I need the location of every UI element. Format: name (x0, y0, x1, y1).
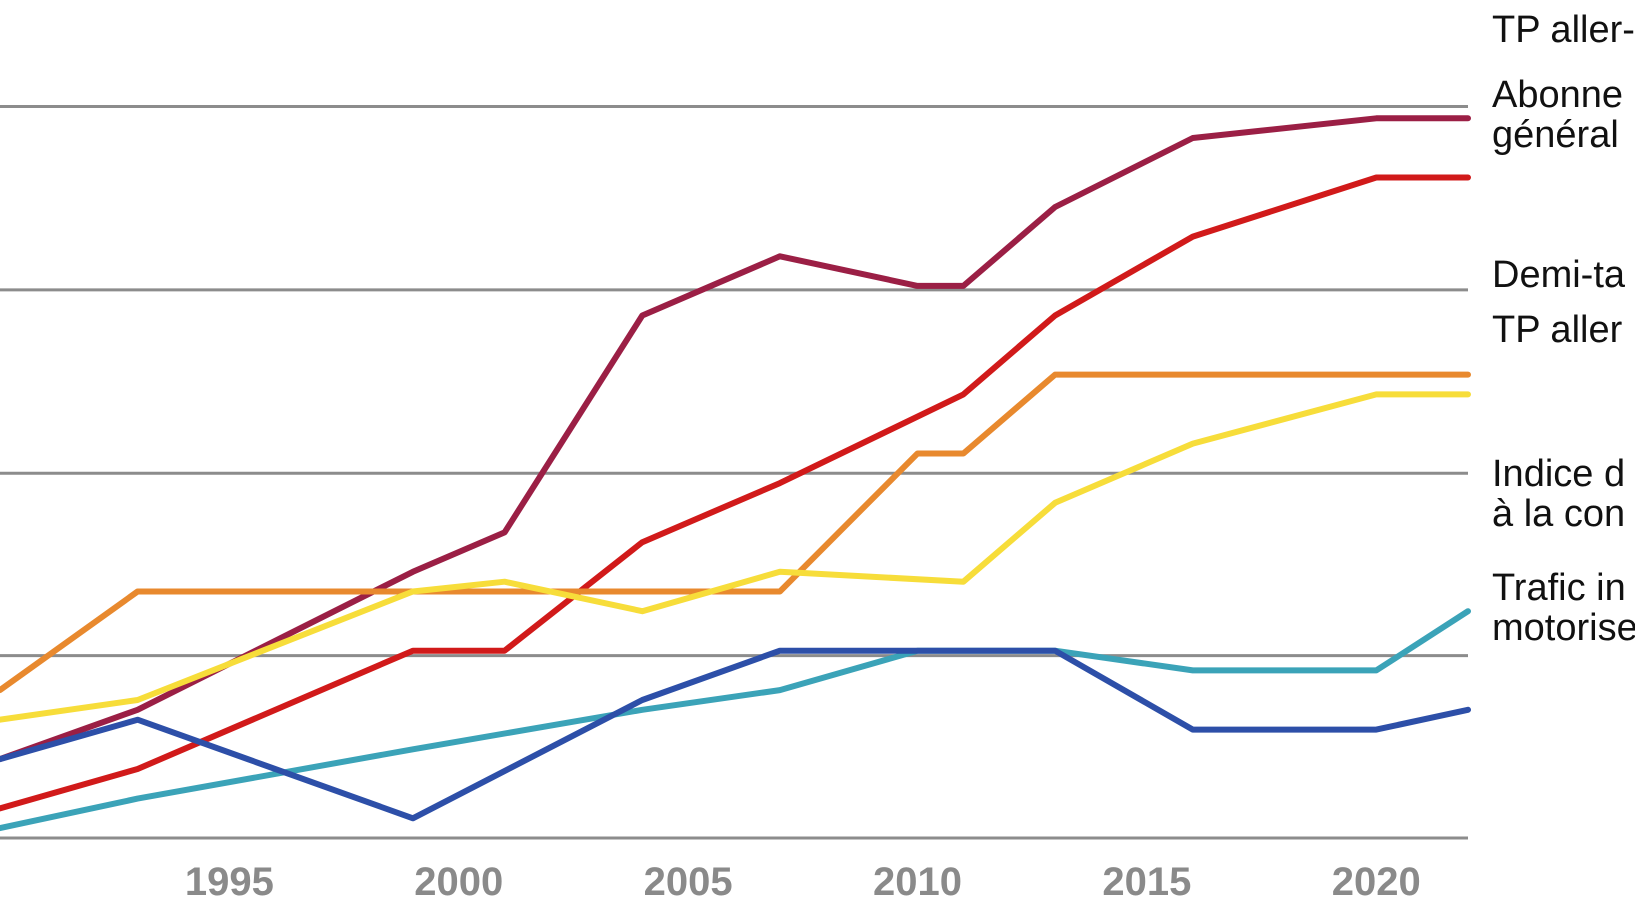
series-line-3 (0, 391, 1471, 723)
x-tick-label-2015: 2015 (1102, 860, 1191, 904)
x-tick-label-1995: 1995 (185, 860, 274, 904)
x-tick-label-2005: 2005 (644, 860, 733, 904)
series-line-2 (0, 371, 1471, 694)
x-tick-label-2020: 2020 (1332, 860, 1421, 904)
series-line-1 (0, 174, 1471, 812)
series-line-0 (0, 115, 1471, 763)
series-label-1: Abonne général (1492, 74, 1623, 156)
series-line-5 (0, 647, 1471, 822)
series-labels: TP aller- Abonne général Demi-ta TP aller Ind… (1492, 9, 1635, 649)
series-label-0: TP aller- (1492, 9, 1635, 51)
series-line-4 (0, 608, 1471, 832)
series-label-3: TP aller (1492, 309, 1623, 351)
x-tick-label-2000: 2000 (414, 860, 503, 904)
x-tick-label-2010: 2010 (873, 860, 962, 904)
series-label-5: Trafic in motorise (1492, 567, 1635, 649)
series-label-2: Demi-ta (1492, 254, 1626, 296)
series-lines (0, 115, 1471, 832)
x-axis-ticks: 1995 2000 2005 2010 2015 2020 (185, 860, 1421, 904)
